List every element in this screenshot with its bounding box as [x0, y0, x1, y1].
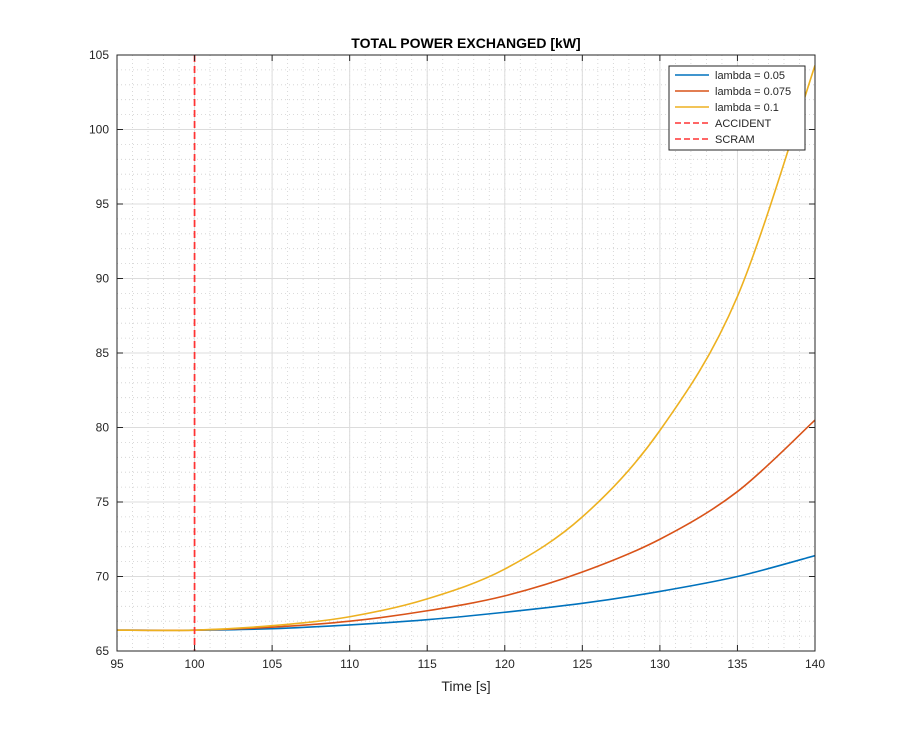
x-tick-label: 130 [650, 657, 670, 671]
x-tick-label: 135 [727, 657, 747, 671]
legend-label-3: ACCIDENT [715, 118, 772, 130]
y-tick-label: 90 [96, 272, 110, 286]
x-tick-label: 125 [572, 657, 592, 671]
y-tick-label: 70 [96, 570, 110, 584]
y-tick-label: 85 [96, 346, 110, 360]
y-tick-label: 80 [96, 421, 110, 435]
series-line-2 [117, 65, 815, 632]
x-axis-ticks: 95 100 105 110 115 120 125 130 135 140 [110, 55, 825, 671]
x-tick-label: 115 [418, 657, 437, 671]
y-tick-label: 100 [89, 123, 109, 137]
x-tick-label: 105 [262, 657, 282, 671]
y-tick-label: 65 [96, 644, 110, 658]
x-tick-label: 120 [495, 657, 515, 671]
legend-label-4: SCRAM [715, 134, 755, 146]
y-tick-label: 75 [96, 495, 110, 509]
legend-label-1: lambda = 0.075 [715, 86, 791, 98]
legend: lambda = 0.05 lambda = 0.075 lambda = 0.1 A… [668, 65, 806, 151]
legend-box [668, 65, 806, 151]
y-tick-label: 105 [89, 48, 109, 62]
y-axis-ticks: 65 70 75 80 85 90 95 100 105 [89, 48, 815, 658]
legend-label-0: lambda = 0.05 [715, 70, 785, 82]
x-axis-label: Time [s] [441, 678, 490, 694]
chart-title: TOTAL POWER EXCHANGED [kW] [351, 35, 580, 51]
x-tick-label: 110 [340, 657, 359, 671]
x-tick-label: 95 [110, 657, 124, 671]
x-tick-label: 100 [185, 657, 205, 671]
x-tick-label: 140 [805, 657, 825, 671]
series-layer [117, 65, 815, 632]
legend-label-2: lambda = 0.1 [715, 102, 779, 114]
y-tick-label: 95 [96, 197, 110, 211]
